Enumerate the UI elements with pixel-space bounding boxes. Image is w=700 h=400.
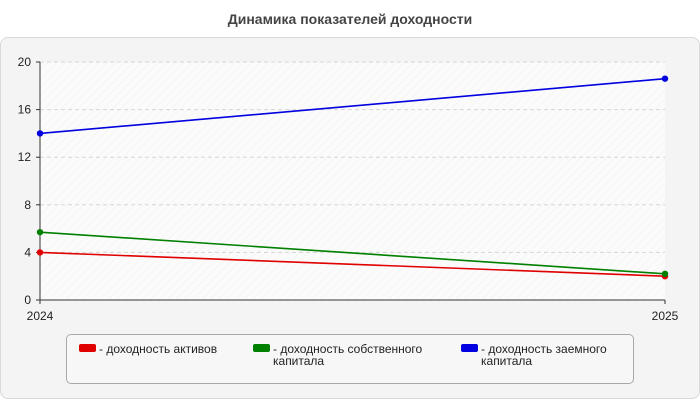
- series-line-2: [39, 77, 666, 135]
- y-tick-label: 16: [18, 103, 32, 117]
- y-tick-label: 0: [24, 293, 31, 307]
- y-tick-label: 12: [18, 150, 32, 164]
- x-tick-label: 2024: [27, 309, 54, 323]
- legend: - доходность активов - доходность собств…: [66, 334, 634, 384]
- y-tick-label: 4: [24, 245, 31, 259]
- y-tick-labels: 0 4 8 12 16 20: [18, 55, 32, 307]
- x-tick-labels: 2024 2025: [27, 300, 679, 323]
- data-point: [36, 130, 44, 137]
- series-line-1: [39, 231, 666, 275]
- legend-label: - доходность заемного капитала: [481, 342, 607, 368]
- legend-label: - доходность активов: [99, 342, 218, 356]
- data-point: [661, 75, 669, 82]
- legend-label: - доходность собственного капитала: [273, 342, 423, 368]
- x-tick-label: 2025: [652, 309, 679, 323]
- data-point: [661, 270, 669, 278]
- data-point: [36, 228, 44, 236]
- series-line-0: [39, 251, 666, 277]
- legend-swatch-icon: [79, 344, 96, 352]
- plot-area: [40, 62, 665, 300]
- legend-swatch-icon: [253, 344, 270, 352]
- y-tick-label: 20: [18, 55, 32, 69]
- y-tick-label: 8: [24, 198, 31, 212]
- legend-swatch-icon: [461, 344, 478, 352]
- data-point: [36, 249, 44, 256]
- chart-title: Динамика показателей доходности: [227, 11, 473, 27]
- series-lines: [36, 75, 669, 280]
